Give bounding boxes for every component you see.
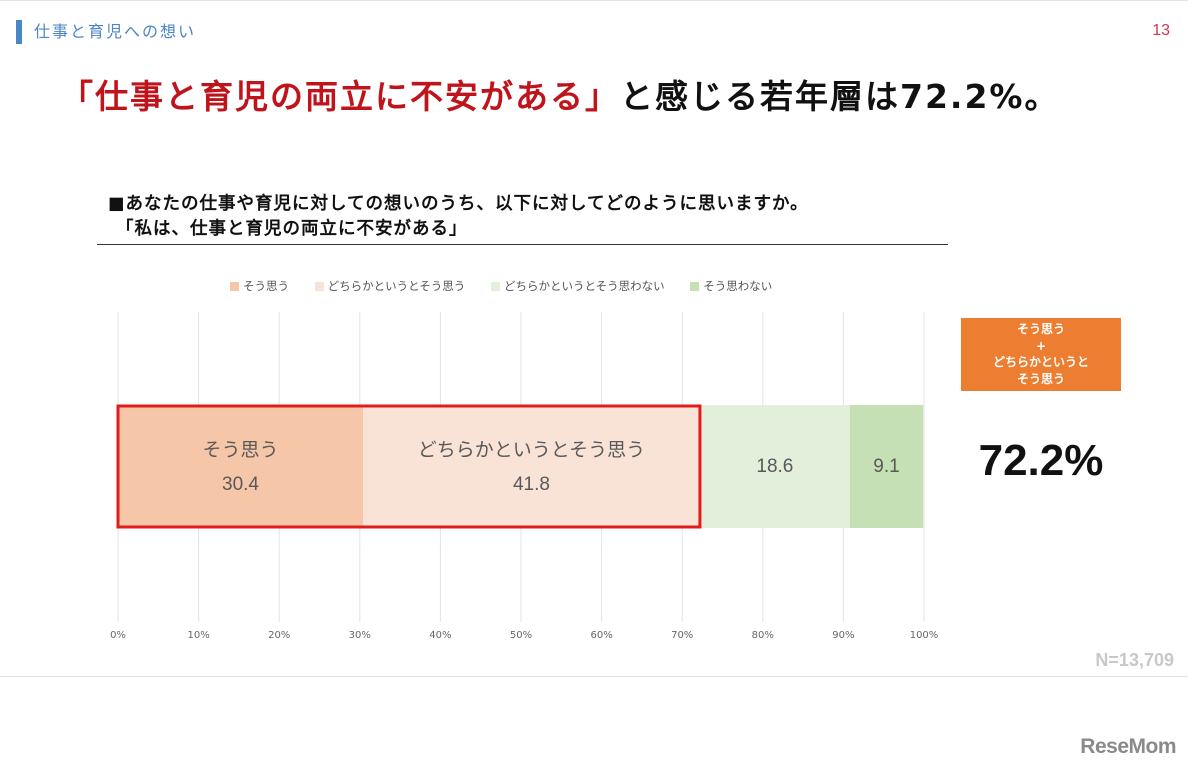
chart-legend: そう思う どちらかというとそう思う どちらかというとそう思わない そう思わない	[230, 278, 794, 294]
legend-label-somewhat-disagree: どちらかというとそう思わない	[503, 279, 665, 293]
legend-label-somewhat-agree: どちらかというとそう思う	[327, 279, 466, 293]
question-underline	[97, 244, 948, 245]
x-tick-label: 10%	[187, 630, 209, 641]
segment-category-label: そう思う	[203, 439, 279, 461]
bar-segment	[118, 405, 364, 528]
legend-item-agree: そう思う	[230, 278, 289, 294]
x-tick-label: 80%	[752, 630, 774, 641]
question-line-2: 「私は、仕事と育児の両立に不安がある」	[116, 219, 468, 239]
footer-rule	[0, 676, 1188, 677]
sample-size: N=13,709	[1095, 650, 1174, 670]
top-rule	[0, 0, 1188, 1]
callout-line-3: どちらかというと	[992, 355, 1089, 369]
data-label: 30.4	[222, 474, 259, 495]
headline-rest: と感じる若年層は72.2%。	[620, 77, 1060, 116]
survey-question: ■あなたの仕事や育児に対しての想いのうち、以下に対してどのように思いますか。 「…	[108, 192, 809, 242]
bar-segment	[699, 405, 850, 528]
bar-segment	[849, 405, 924, 528]
section-label: 仕事と育児への想い	[34, 22, 197, 41]
legend-label-disagree: そう思わない	[703, 279, 773, 293]
legend-label-agree: そう思う	[243, 279, 289, 293]
bar-segment	[363, 405, 700, 528]
segment-category-label: どちらかというとそう思う	[418, 439, 645, 461]
legend-swatch-disagree	[690, 282, 700, 291]
callout-box: そう思う + どちらかというと そう思う	[961, 318, 1121, 391]
x-tick-label: 70%	[671, 630, 693, 641]
highlight-frame	[116, 404, 702, 529]
legend-item-somewhat-disagree: どちらかというとそう思わない	[490, 278, 665, 294]
x-tick-label: 40%	[429, 630, 451, 641]
callout-line-2: +	[1035, 338, 1047, 353]
callout-line-4: そう思う	[1016, 371, 1065, 386]
legend-swatch-somewhat-disagree	[490, 282, 500, 291]
legend-item-somewhat-agree: どちらかというとそう思う	[314, 278, 466, 294]
x-tick-label: 50%	[510, 630, 532, 641]
page-number: 13	[1152, 22, 1170, 39]
legend-swatch-agree	[230, 282, 239, 291]
x-tick-label: 100%	[910, 630, 939, 641]
x-tick-label: 60%	[590, 630, 612, 641]
x-tick-label: 0%	[110, 630, 126, 641]
headline-highlight: 「仕事と育児の両立に不安がある」	[60, 77, 620, 116]
legend-swatch-somewhat-agree	[314, 282, 324, 291]
section-marker	[16, 20, 22, 44]
legend-item-disagree: そう思わない	[690, 278, 772, 294]
question-line-1: ■あなたの仕事や育児に対しての想いのうち、以下に対してどのように思いますか。	[108, 194, 809, 214]
data-label: 9.1	[873, 456, 899, 477]
callout-value: 72.2%	[978, 436, 1104, 485]
data-label: 18.6	[756, 456, 793, 477]
x-tick-label: 20%	[268, 630, 290, 641]
brand-logo: ReseMom	[1080, 735, 1176, 758]
headline: 「仕事と育児の両立に不安がある」と感じる若年層は72.2%。	[60, 70, 1160, 118]
x-tick-label: 30%	[349, 630, 371, 641]
callout-line-1: そう思う	[1016, 322, 1065, 336]
x-tick-label: 90%	[832, 630, 854, 641]
data-label: 41.8	[513, 474, 550, 495]
